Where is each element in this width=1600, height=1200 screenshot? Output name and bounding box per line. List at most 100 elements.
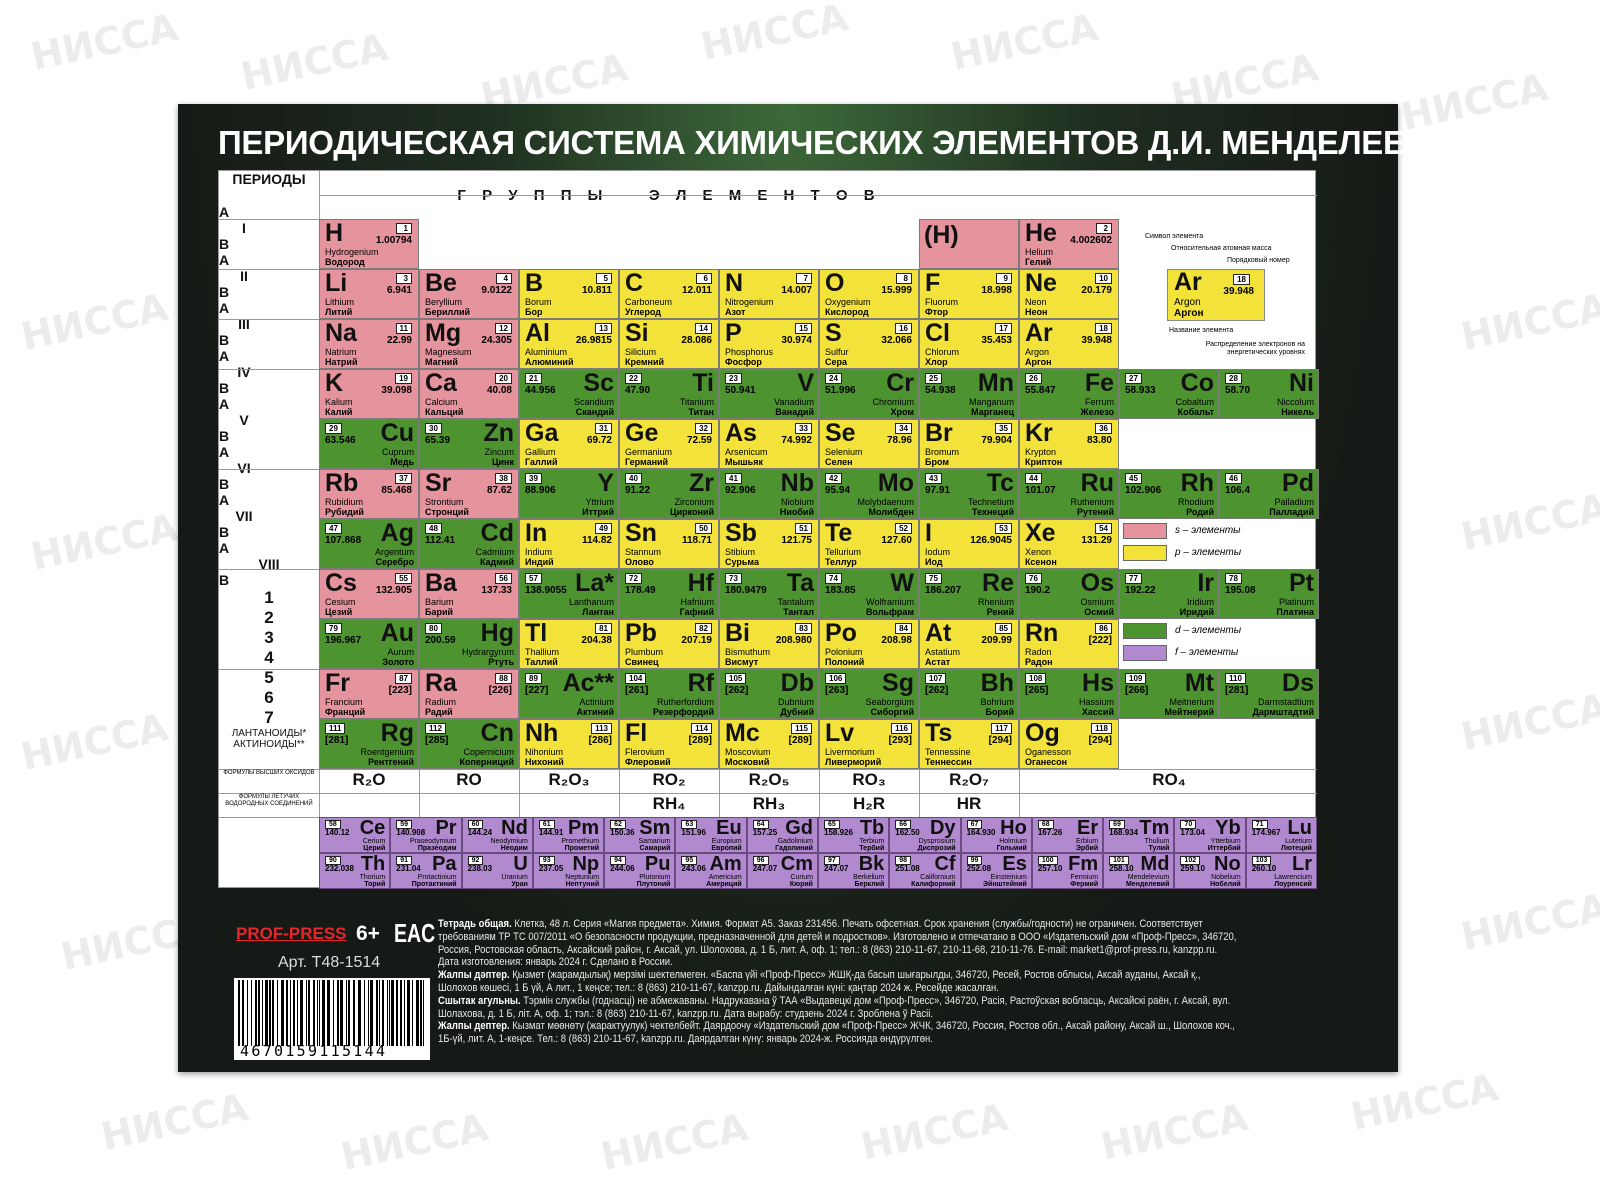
element-Ac[interactable]: Ac** 89 [227] Actinium Актиний [519, 669, 619, 719]
element-At[interactable]: At 85 209.99 Astatium Астат [919, 619, 1019, 669]
element-Ba[interactable]: Ba 56 137.33 Barium Барий [419, 569, 519, 619]
element-Rn[interactable]: Rn 86 [222] Radon Радон [1019, 619, 1119, 669]
element-Os[interactable]: Os 76 190.2 Osmium Осмий [1019, 569, 1119, 619]
element-Ta[interactable]: Ta 73 180.9479 Tantalum Тантал [719, 569, 819, 619]
element-Ce[interactable]: Ce 58 140.12 Cerium Церий [319, 817, 391, 853]
element-Te[interactable]: Te 52 127.60 Tellurium Теллур [819, 519, 919, 569]
element-Tl[interactable]: Tl 81 204.38 Thallium Таллий [519, 619, 619, 669]
element-Ge[interactable]: Ge 32 72.59 Germanium Германий [619, 419, 719, 469]
element-Sm[interactable]: Sm 62 150.36 Samarium Самарий [604, 817, 676, 853]
element-Fe[interactable]: Fe 26 55.847 Ferrum Железо [1019, 369, 1119, 419]
element-Db[interactable]: Db 105 [262] Dubnium Дубний [719, 669, 819, 719]
element-Ne[interactable]: Ne 10 20.179 Neon Неон [1019, 269, 1119, 319]
element-Md[interactable]: Md 101 258.10 Mendelevium Менделевий [1103, 853, 1175, 889]
element-Dy[interactable]: Dy 66 162.50 Dysprosium Диспрозий [889, 817, 961, 853]
element-Sc[interactable]: Sc 21 44.956 Scandium Скандий [519, 369, 619, 419]
element-Rb[interactable]: Rb 37 85.468 Rubidium Рубидий [319, 469, 419, 519]
element-Se[interactable]: Se 34 78.96 Selenium Селен [819, 419, 919, 469]
element-Am[interactable]: Am 95 243.06 Americium Америций [675, 853, 747, 889]
element-Cr[interactable]: Cr 24 51.996 Chromium Хром [819, 369, 919, 419]
element-Yb[interactable]: Yb 70 173.04 Ytterbium Иттербий [1174, 817, 1246, 853]
element-Ds[interactable]: Ds 110 [281] Darmstadtium Дармштадтий [1219, 669, 1319, 719]
element-Mc[interactable]: Mc 115 [289] Moscovium Московий [719, 719, 819, 769]
element-Nd[interactable]: Nd 60 144.24 Neodymium Неодим [461, 817, 533, 853]
element-F[interactable]: F 9 18.998 Fluorum Фтор [919, 269, 1019, 319]
element-Bk[interactable]: Bk 97 247.07 Berkelium Берклий [818, 853, 890, 889]
element-Sg[interactable]: Sg 106 [263] Seaborgium Сиборгий [819, 669, 919, 719]
element-K[interactable]: K 19 39.098 Kalium Калий [319, 369, 419, 419]
element-Cu[interactable]: Cu 29 63.546 Cuprum Медь [319, 419, 419, 469]
element-Hg[interactable]: Hg 80 200.59 Hydrargyrum Ртуть [419, 619, 519, 669]
element-P[interactable]: P 15 30.974 Phosphorus Фосфор [719, 319, 819, 369]
element-I[interactable]: I 53 126.9045 Iodum Иод [919, 519, 1019, 569]
element-Cn[interactable]: Cn 112 [285] Copernicium Коперниций [419, 719, 519, 769]
element-Co[interactable]: Co 27 58.933 Cobaltum Кобальт [1119, 369, 1219, 419]
element-Rg[interactable]: Rg 111 [281] Roentgenium Рентгений [319, 719, 419, 769]
element-Pu[interactable]: Pu 94 244.06 Plutonium Плутоний [604, 853, 676, 889]
element-Li[interactable]: Li 3 6.941 Lithium Литий [319, 269, 419, 319]
element-Bi[interactable]: Bi 83 208.980 Bismuthum Висмут [719, 619, 819, 669]
element-Er[interactable]: Er 68 167.26 Erbium Эрбий [1031, 817, 1104, 853]
element-La[interactable]: La* 57 138.9055 Lanthanum Лантан [519, 569, 619, 619]
element-Fl[interactable]: Fl 114 [289] Flerovium Флеровий [619, 719, 719, 769]
element-Pm[interactable]: Pm 61 144.91 Promethium Прометий [532, 817, 605, 853]
element-Rh[interactable]: Rh 45 102.906 Rhodium Родий [1119, 469, 1219, 519]
element-Zn[interactable]: Zn 30 65.39 Zincum Цинк [419, 419, 519, 469]
element-Cm[interactable]: Cm 96 247.07 Curium Кюрий [746, 853, 818, 889]
element-Ts[interactable]: Ts 117 [294] Tennessine Теннессин [919, 719, 1019, 769]
element-Ra[interactable]: Ra 88 [226] Radium Радий [419, 669, 519, 719]
element-Rf[interactable]: Rf 104 [261] Rutherfordium Резерфордий [619, 669, 719, 719]
element-Be[interactable]: Be 4 9.0122 Beryllium Бериллий [419, 269, 519, 319]
element-Pb[interactable]: Pb 82 207.19 Plumbum Свинец [619, 619, 719, 669]
element-Nh[interactable]: Nh 113 [286] Nihonium Нихоний [519, 719, 619, 769]
element-Tc[interactable]: Tc 43 97.91 Technetium Технеций [919, 469, 1019, 519]
element-Re[interactable]: Re 75 186.207 Rhenium Рений [919, 569, 1019, 619]
element-S[interactable]: S 16 32.066 Sulfur Сера [819, 319, 919, 369]
element-Np[interactable]: Np 93 237.05 Neptunium Нептуний [532, 853, 605, 889]
element-Mn[interactable]: Mn 25 54.938 Manganum Марганец [919, 369, 1019, 419]
element-In[interactable]: In 49 114.82 Indium Индий [519, 519, 619, 569]
element-Zr[interactable]: Zr 40 91.22 Zirconium Цирконий [619, 469, 719, 519]
element-Sr[interactable]: Sr 38 87.62 Strontium Стронций [419, 469, 519, 519]
element-Ar[interactable]: Ar 18 39.948 Argon Аргон [1019, 319, 1119, 369]
element-Ru[interactable]: Ru 44 101.07 Ruthenium Рутений [1019, 469, 1119, 519]
element-Sb[interactable]: Sb 51 121.75 Stibium Сурьма [719, 519, 819, 569]
element-Pr[interactable]: Pr 59 140.908 Praseodymium Празеодим [390, 817, 462, 853]
element-Tm[interactable]: Tm 69 168.934 Thulium Тулий [1103, 817, 1175, 853]
element-Eu[interactable]: Eu 63 151.96 Europium Европий [675, 817, 747, 853]
element-Mt[interactable]: Mt 109 [266] Meitnerium Мейтнерий [1119, 669, 1219, 719]
element-(H)[interactable]: (H) [919, 219, 1019, 269]
element-Gd[interactable]: Gd 64 157.25 Gadolinium Гадолиний [746, 817, 818, 853]
element-Hs[interactable]: Hs 108 [265] Hassium Хассий [1019, 669, 1119, 719]
element-U[interactable]: U 92 238.03 Uranium Уран [461, 853, 533, 889]
element-He[interactable]: He 2 4.002602 Helium Гелий [1019, 219, 1119, 269]
element-No[interactable]: No 102 259.10 Nobelium Нобелий [1174, 853, 1246, 889]
element-Bh[interactable]: Bh 107 [262] Bohrium Борий [919, 669, 1019, 719]
element-N[interactable]: N 7 14.007 Nitrogenium Азот [719, 269, 819, 319]
element-Nb[interactable]: Nb 41 92.906 Niobium Ниобий [719, 469, 819, 519]
element-Mo[interactable]: Mo 42 95.94 Molybdaenum Молибден [819, 469, 919, 519]
element-Ga[interactable]: Ga 31 69.72 Gallium Галлий [519, 419, 619, 469]
element-Cf[interactable]: Cf 98 251.08 Californium Калифорний [889, 853, 961, 889]
element-Cl[interactable]: Cl 17 35.453 Chlorum Хлор [919, 319, 1019, 369]
element-Al[interactable]: Al 13 26.9815 Aluminium Алюминий [519, 319, 619, 369]
element-Tb[interactable]: Tb 65 158.926 Terbium Тербий [818, 817, 890, 853]
element-Ti[interactable]: Ti 22 47.90 Titanium Титан [619, 369, 719, 419]
element-Pa[interactable]: Pa 91 231.04 Protactinium Протактиний [390, 853, 462, 889]
element-Og[interactable]: Og 118 [294] Oganesson Оганесон [1019, 719, 1119, 769]
element-Ho[interactable]: Ho 67 164.930 Holmium Гольмий [960, 817, 1032, 853]
element-H[interactable]: H 1 1.00794 Hydrogenium Водород [319, 219, 419, 269]
element-Na[interactable]: Na 11 22.99 Natrium Натрий [319, 319, 419, 369]
element-Cd[interactable]: Cd 48 112.41 Cadmium Кадмий [419, 519, 519, 569]
element-Kr[interactable]: Kr 36 83.80 Krypton Криптон [1019, 419, 1119, 469]
element-Es[interactable]: Es 99 252.08 Einsteinium Эйнштейний [960, 853, 1032, 889]
element-Y[interactable]: Y 39 88.906 Yttrium Иттрий [519, 469, 619, 519]
element-B[interactable]: B 5 10.811 Borum Бор [519, 269, 619, 319]
element-Pd[interactable]: Pd 46 106.4 Palladium Палладий [1219, 469, 1319, 519]
element-Th[interactable]: Th 90 232.038 Thorium Торий [319, 853, 391, 889]
element-Hf[interactable]: Hf 72 178.49 Hafnium Гафний [619, 569, 719, 619]
element-W[interactable]: W 74 183.85 Wolframium Вольфрам [819, 569, 919, 619]
element-Cs[interactable]: Cs 55 132.905 Cesium Цезий [319, 569, 419, 619]
element-Si[interactable]: Si 14 28.086 Silicium Кремний [619, 319, 719, 369]
element-Br[interactable]: Br 35 79.904 Bromum Бром [919, 419, 1019, 469]
